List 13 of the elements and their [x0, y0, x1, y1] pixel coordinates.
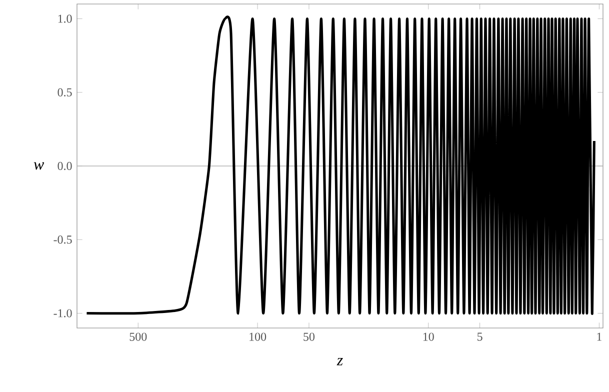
y-tick-label: 1.0	[58, 14, 72, 23]
x-tick-label: 50	[304, 332, 315, 341]
y-tick-label: -1.0	[54, 309, 72, 318]
y-axis-title: w	[34, 162, 44, 170]
x-tick-label: 5	[477, 332, 482, 341]
x-tick-label: 1	[597, 332, 602, 341]
x-tick-label: 100	[250, 332, 266, 341]
y-tick-label: 0.5	[58, 88, 72, 96]
x-tick-label: 500	[130, 332, 147, 341]
x-axis-title: z	[336, 358, 343, 366]
y-tick-label: -0.5	[54, 236, 72, 244]
x-tick-label: 10	[423, 332, 434, 341]
y-tick-label: 0.0	[58, 162, 72, 170]
